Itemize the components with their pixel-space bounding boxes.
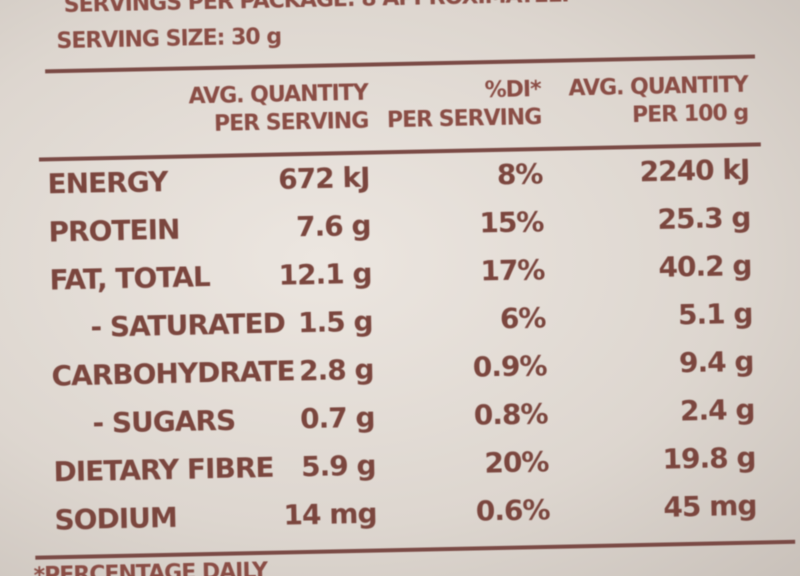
- nutrient-value: 40.2 g: [658, 248, 752, 284]
- servings-per-package: SERVINGS PER PACKAGE: 8 APPROXIMATELY: [63, 0, 573, 18]
- nutrient-value: 0.6%: [475, 492, 550, 528]
- nutrient-value: 15%: [479, 204, 544, 240]
- column-header: AVG. QUANTITY: [568, 72, 748, 102]
- nutrient-value: 14 mg: [283, 496, 377, 532]
- nutrient-value: 7.6 g: [295, 208, 371, 244]
- column-header: PER 100 g: [631, 100, 749, 129]
- nutrient-value: 0.9%: [472, 348, 547, 384]
- column-header: PER SERVING: [213, 108, 369, 137]
- nutrient-value: 5.9 g: [300, 448, 376, 484]
- nutrient-value: 0.8%: [473, 396, 548, 432]
- nutrient-value: 17%: [480, 252, 545, 288]
- nutrient-value: 20%: [484, 444, 549, 480]
- nutrient-value: 1.5 g: [297, 304, 373, 340]
- nutrient-value: 672 kJ: [277, 160, 370, 196]
- nutrient-value: 12.1 g: [278, 256, 372, 292]
- nutrient-name: FAT, TOTAL: [49, 259, 211, 297]
- nutrient-value: 2240 kJ: [639, 152, 750, 188]
- nutrient-value: 0.7 g: [299, 400, 375, 436]
- nutrient-name: ENERGY: [47, 164, 168, 201]
- nutrient-value: 8%: [496, 156, 543, 191]
- nutrient-value: 19.8 g: [662, 440, 756, 476]
- nutrient-name: - SATURATED: [90, 306, 286, 344]
- serving-size: SERVING SIZE: 30 g: [56, 24, 282, 55]
- nutrient-value: 5.1 g: [677, 296, 753, 332]
- nutrient-value: 9.4 g: [678, 344, 754, 380]
- nutrient-value: 6%: [499, 300, 546, 335]
- rule: [45, 54, 756, 74]
- nutrient-name: - SUGARS: [92, 403, 236, 440]
- nutrient-value: 2.8 g: [298, 352, 374, 388]
- nutrient-value: 2.4 g: [679, 392, 755, 428]
- column-header: PER SERVING: [386, 105, 542, 134]
- nutrient-name: DIETARY FIBRE: [53, 450, 274, 489]
- column-header: %DI*: [484, 77, 541, 104]
- nutrient-name: PROTEIN: [48, 212, 180, 249]
- column-header: AVG. QUANTITY: [188, 80, 368, 110]
- nutrient-name: CARBOHYDRATE: [51, 354, 295, 393]
- rule: [35, 539, 796, 560]
- footnote: *PERCENTAGE DAILY: [33, 558, 268, 576]
- nutrient-value: 45 mg: [663, 488, 757, 524]
- nutrient-value: 25.3 g: [657, 200, 751, 236]
- nutrient-name: SODIUM: [54, 500, 178, 537]
